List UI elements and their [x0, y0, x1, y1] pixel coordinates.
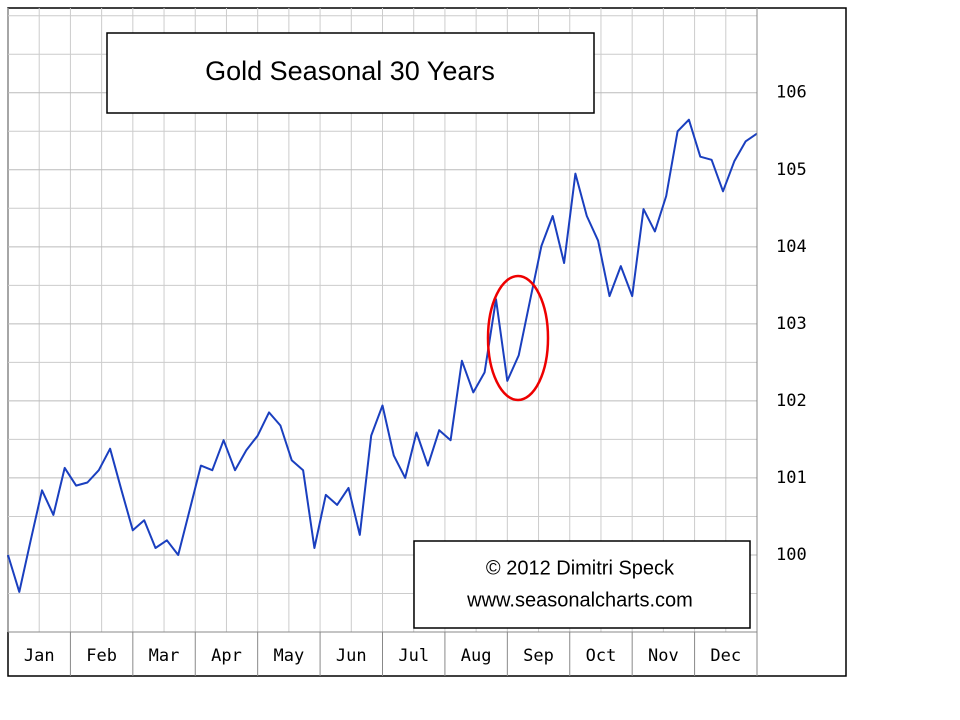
x-tick-label: Feb	[86, 646, 117, 666]
credit-box	[413, 540, 751, 629]
x-tick-label: Jan	[24, 646, 55, 666]
credit-url: www.seasonalcharts.com	[466, 589, 693, 611]
plot	[7, 118, 758, 593]
title-box	[106, 32, 595, 114]
highlight-ellipse	[486, 274, 550, 402]
x-tick-label: Apr	[211, 646, 242, 666]
y-tick-label: 106	[776, 83, 807, 103]
x-tick-label: Mar	[149, 646, 180, 666]
y-tick-label: 104	[776, 237, 807, 257]
data-line	[7, 118, 758, 593]
y-tick-label: 103	[776, 314, 807, 334]
x-tick-label: Jun	[336, 646, 367, 666]
y-tick-label: 102	[776, 391, 807, 411]
credit: © 2012 Dimitri Speck	[486, 557, 675, 579]
chart-title: Gold Seasonal 30 Years	[205, 56, 495, 86]
y-tick-label: 101	[776, 468, 807, 488]
x-tick-label: Jul	[398, 646, 429, 666]
x-tick-label: Dec	[710, 646, 741, 666]
y-tick-label: 100	[776, 545, 807, 565]
x-tick-label: Sep	[523, 646, 554, 666]
x-tick-label: Nov	[648, 646, 679, 666]
x-tick-label: May	[274, 646, 305, 666]
x-tick-label: Oct	[586, 646, 617, 666]
x-tick-label: Aug	[461, 646, 492, 666]
y-tick-label: 105	[776, 160, 807, 180]
